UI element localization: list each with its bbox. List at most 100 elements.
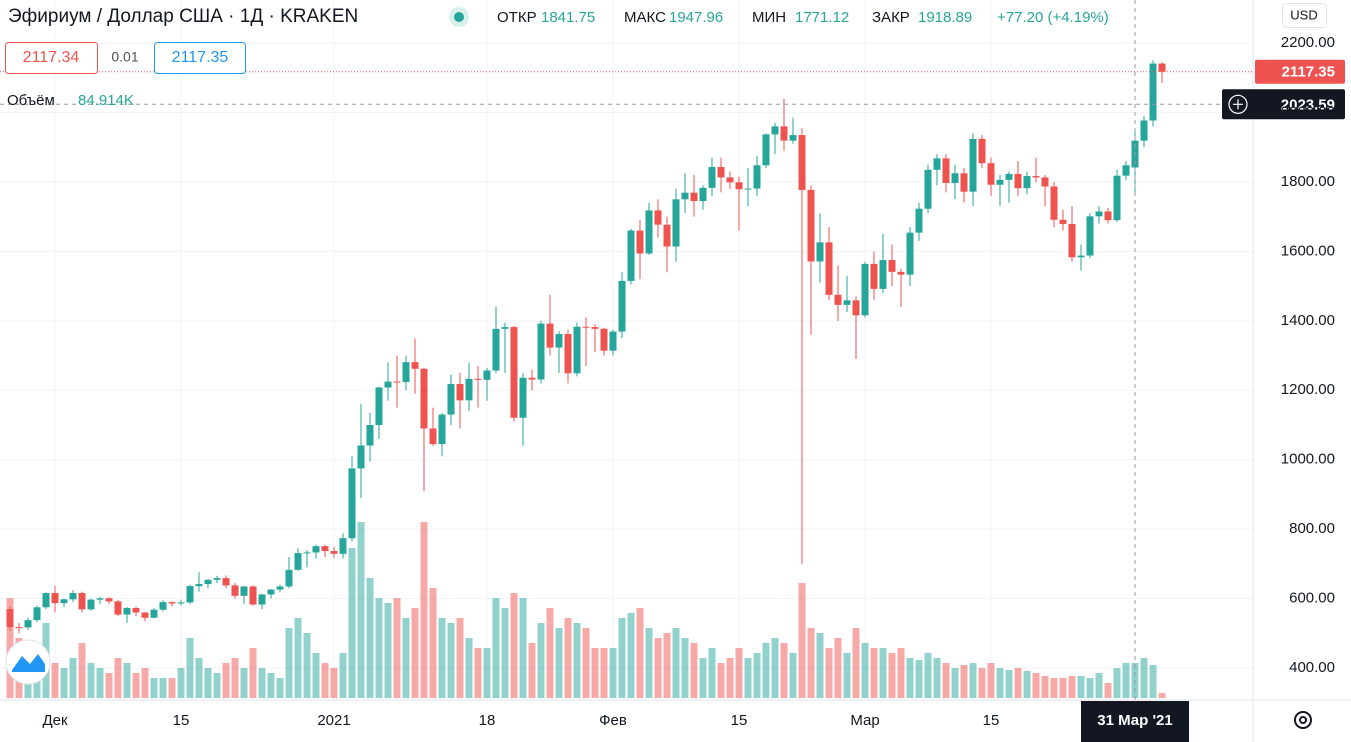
candle-body [501,327,509,329]
x-tick-label: Фев [599,712,627,729]
candle-body [636,230,644,254]
volume-bar [798,583,806,698]
candle-body [843,300,851,305]
volume-bar [546,608,554,698]
volume-bar [375,598,383,698]
candle-body [429,428,437,445]
candle-body [789,135,797,141]
x-tick-label: Мар [850,712,879,729]
y-tick-label: 400.00 [1289,659,1335,676]
currency[interactable]: USD [1290,7,1317,22]
volume-bar [843,653,851,698]
volume-bar [789,653,797,698]
volume-bar [654,638,662,698]
last-price: 2117.35 [1282,64,1335,81]
volume-bar [564,618,572,698]
spread: 0.01 [111,49,138,65]
bid[interactable]: 2117.34 [23,49,80,66]
candle-body [627,230,635,281]
ohlc-label: МАКС [624,9,666,26]
candle-body [915,208,923,233]
candle-body [546,323,554,348]
candle-body [780,126,788,141]
candle-body [1032,176,1040,178]
candle-body [600,328,608,351]
volume-bar [969,663,977,698]
volume-bar [690,643,698,698]
volume-bar [78,643,86,698]
candle-body [816,242,824,262]
y-tick-label: 2000.00 [1281,103,1335,120]
candle-body [654,210,662,225]
y-tick-label: 1600.00 [1281,242,1335,259]
candle-body [591,327,599,329]
volume-bar [645,628,653,698]
candle-body [1140,120,1148,141]
ohlc-value: 1918.89 [918,9,972,26]
candle-body [312,546,320,553]
volume-bar [114,658,122,698]
volume-bar [582,628,590,698]
volume-bar [357,522,365,698]
candle-body [861,263,869,316]
volume-bar [177,668,185,698]
x-tick-label: Дек [42,712,68,729]
grid [0,0,1253,700]
volume-bar [978,668,986,698]
candle-body [186,586,194,603]
volume-bar [906,658,914,698]
volume-bar [6,598,14,698]
volume-bar [573,623,581,698]
volume-bar [213,673,221,698]
candle-body [618,280,626,332]
x-tick-label: 15 [983,712,1000,729]
candle-body [897,271,905,275]
x-tick-label: 2021 [317,712,350,729]
candle-body [735,182,743,190]
sell-button[interactable] [5,42,98,74]
candle-body [825,242,833,295]
settings-icon[interactable] [1299,716,1307,724]
volume-bar [474,648,482,698]
candle-body [60,599,68,604]
ohlc-value: 1947.96 [669,9,723,26]
candle-body [906,232,914,275]
candle-body [1149,63,1157,121]
candle-body [717,167,725,178]
volume-bar [915,660,923,698]
volume-bar [510,593,518,698]
candle-body [582,326,590,328]
volume-bar [717,663,725,698]
volume-bar [1005,670,1013,698]
candle-body [1086,216,1094,256]
ohlc-label: МИН [752,9,786,26]
volume-bar [87,663,95,698]
settings-icon[interactable] [1294,711,1312,729]
chart-title: Эфириум / Доллар США · 1Д · KRAKEN [8,6,358,27]
candle-body [420,368,428,429]
candle-body [483,370,491,380]
volume-bar [402,618,410,698]
volume-bar [411,608,419,698]
volume-bar [204,668,212,698]
candle-body [1113,175,1121,221]
currency-button[interactable] [1282,3,1327,28]
volume-bar [519,598,527,698]
volume-bar [123,663,131,698]
volume-bar [69,658,77,698]
x-tick-label: 15 [173,712,190,729]
candle-body [951,173,959,183]
candle-body [474,378,482,380]
candle-body [258,594,266,605]
volume-bar [600,648,608,698]
volume-bar [96,668,104,698]
candle-body [960,173,968,192]
candle-body [753,165,761,189]
volume-bar [951,668,959,698]
volume-bar [1068,676,1076,698]
candle-body [348,468,356,539]
y-tick-label: 800.00 [1289,520,1335,537]
buy-button[interactable] [154,42,246,74]
ask[interactable]: 2117.35 [172,49,229,66]
